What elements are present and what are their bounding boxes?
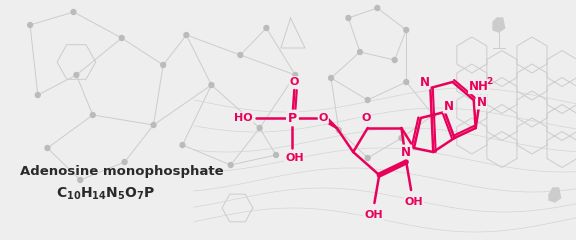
Circle shape	[358, 49, 362, 54]
Circle shape	[328, 76, 334, 80]
Circle shape	[274, 152, 278, 157]
Circle shape	[404, 28, 408, 32]
Circle shape	[365, 97, 370, 102]
Text: HO: HO	[234, 113, 252, 123]
Circle shape	[78, 178, 82, 182]
Text: O: O	[290, 77, 299, 87]
Text: NH: NH	[469, 80, 488, 94]
Circle shape	[28, 23, 32, 28]
Text: OH: OH	[285, 153, 304, 163]
Circle shape	[346, 16, 351, 20]
Text: OH: OH	[405, 197, 423, 207]
Circle shape	[122, 160, 127, 164]
Circle shape	[336, 127, 341, 132]
Text: O: O	[319, 113, 328, 123]
Circle shape	[238, 53, 242, 58]
Text: OH: OH	[364, 210, 383, 220]
Circle shape	[71, 10, 76, 14]
Circle shape	[119, 36, 124, 41]
Text: N: N	[476, 96, 487, 108]
Circle shape	[431, 113, 435, 118]
Circle shape	[392, 58, 397, 62]
Polygon shape	[493, 18, 505, 32]
Circle shape	[375, 6, 380, 11]
Circle shape	[180, 143, 185, 148]
Circle shape	[45, 145, 50, 150]
Polygon shape	[549, 188, 560, 202]
Circle shape	[404, 79, 408, 84]
Circle shape	[161, 62, 165, 67]
Circle shape	[74, 72, 79, 78]
Text: $\mathbf{C_{10}H_{14}N_5O_7P}$: $\mathbf{C_{10}H_{14}N_5O_7P}$	[55, 186, 155, 202]
Circle shape	[35, 92, 40, 97]
Text: Adenosine monophosphate: Adenosine monophosphate	[20, 166, 223, 179]
Circle shape	[151, 122, 156, 127]
Text: O: O	[361, 113, 370, 123]
Circle shape	[257, 126, 262, 131]
Circle shape	[293, 72, 298, 78]
Text: P: P	[288, 112, 297, 125]
Circle shape	[90, 113, 95, 118]
Circle shape	[184, 32, 189, 37]
Circle shape	[228, 162, 233, 168]
Circle shape	[365, 156, 370, 161]
Text: N: N	[401, 145, 411, 158]
Circle shape	[264, 25, 269, 30]
Text: N: N	[419, 76, 430, 89]
Circle shape	[399, 136, 404, 140]
Text: 2: 2	[486, 78, 492, 86]
Text: N: N	[444, 100, 454, 113]
Circle shape	[209, 83, 214, 88]
